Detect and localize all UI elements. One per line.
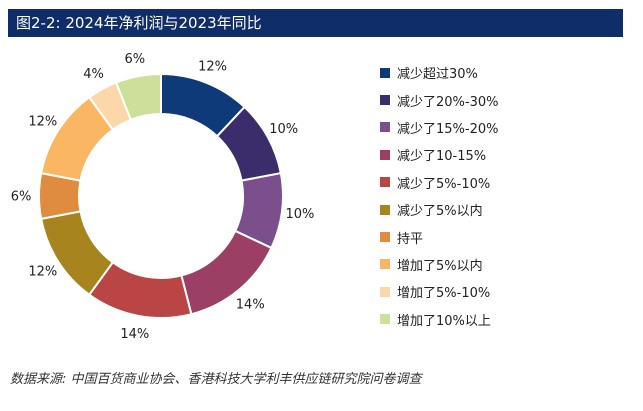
legend-label: 持平	[397, 231, 424, 247]
slice-label: 12%	[198, 59, 227, 74]
chart-title: 图2-2: 2024年净利润与2023年同比	[16, 14, 262, 32]
legend-label: 减少了15%-20%	[397, 121, 499, 137]
legend-swatch	[380, 149, 390, 160]
donut-slice	[114, 72, 162, 122]
legend-label: 增加了5%-10%	[397, 286, 491, 302]
legend-label: 减少了10-15%	[397, 149, 487, 165]
legend-item: 减少了20%-30%	[380, 86, 620, 113]
slice-label: 4%	[83, 67, 104, 82]
slice-label: 14%	[236, 297, 265, 312]
source-note: 数据来源: 中国百货商业协会、香港科技大学利丰供应链研究院问卷调查	[10, 372, 422, 387]
legend-item: 增加了10%以上	[380, 306, 620, 333]
legend-item: 减少超过30%	[380, 59, 620, 86]
legend-swatch	[380, 177, 390, 188]
legend-label: 减少了5%-10%	[397, 176, 491, 192]
legend-label: 减少了20%-30%	[397, 94, 499, 110]
legend-swatch	[380, 67, 390, 78]
legend-label: 减少超过30%	[397, 67, 478, 83]
slice-label: 6%	[11, 190, 32, 205]
legend-item: 持平	[380, 223, 620, 250]
donut-chart: 12% 10% 10% 14% 14% 12% 6% 12% 4% 6%	[11, 52, 315, 342]
legend-swatch	[380, 204, 390, 215]
slice-label: 10%	[285, 207, 314, 222]
legend-label: 增加了5%以内	[397, 258, 483, 274]
slice-labels: 12% 10% 10% 14% 14% 12% 6% 12% 4% 6%	[11, 52, 315, 342]
legend-swatch	[380, 314, 390, 325]
legend-label: 减少了5%以内	[397, 204, 483, 220]
title-bar: 图2-2: 2024年净利润与2023年同比	[8, 9, 623, 37]
legend-swatch	[380, 259, 390, 270]
legend-item: 减少了10-15%	[380, 141, 620, 168]
donut-slices	[38, 72, 284, 319]
legend-swatch	[380, 95, 390, 106]
legend-swatch	[380, 232, 390, 243]
legend: 减少超过30% 减少了20%-30% 减少了15%-20% 减少了10-15% 减少了5…	[380, 59, 620, 333]
legend-swatch	[380, 122, 390, 133]
slice-label: 14%	[120, 327, 149, 342]
legend-swatch	[380, 286, 390, 297]
legend-item: 减少了5%以内	[380, 196, 620, 223]
legend-item: 增加了5%以内	[380, 251, 620, 278]
legend-label: 增加了10%以上	[397, 313, 491, 329]
legend-item: 增加了5%-10%	[380, 278, 620, 305]
slice-label: 10%	[269, 122, 298, 137]
legend-item: 减少了15%-20%	[380, 114, 620, 141]
legend-item: 减少了5%-10%	[380, 169, 620, 196]
slice-label: 12%	[28, 114, 57, 129]
slice-label: 12%	[28, 265, 57, 280]
slice-label: 6%	[124, 52, 145, 67]
